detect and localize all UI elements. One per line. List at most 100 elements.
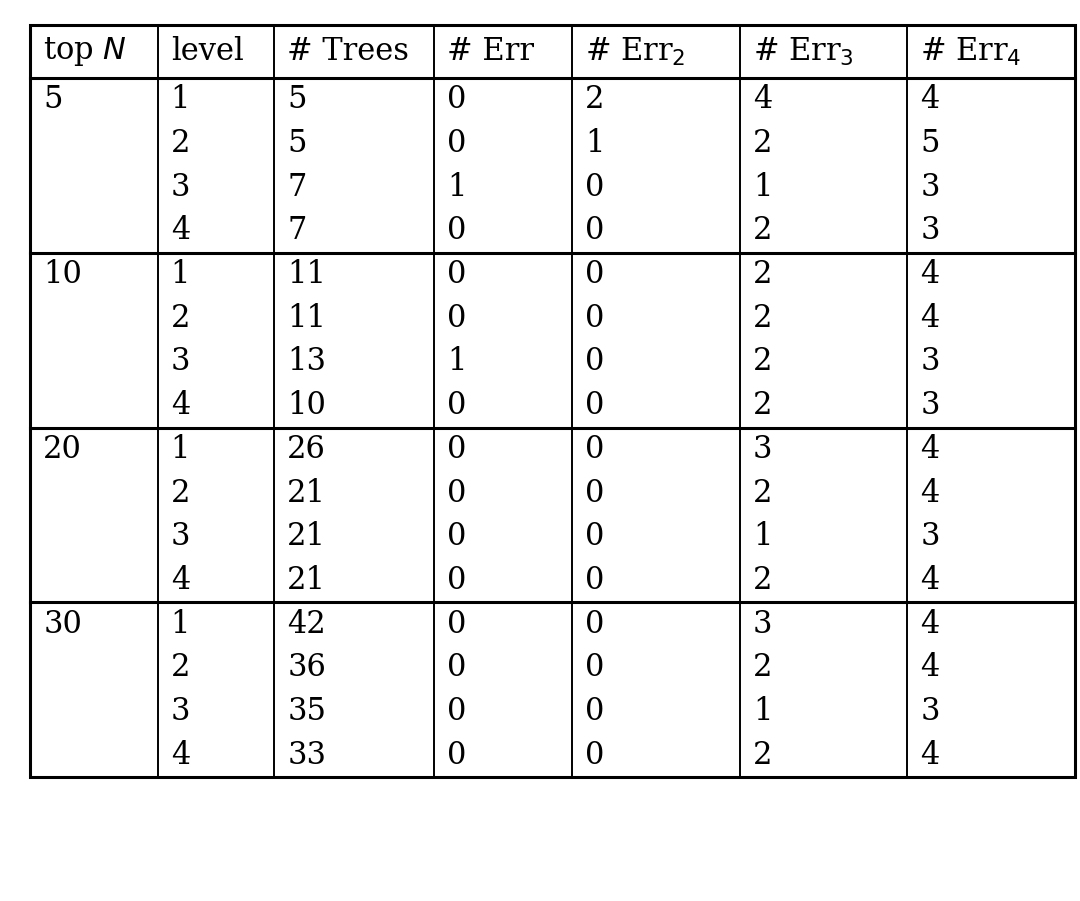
Text: 2: 2 bbox=[753, 652, 772, 683]
Text: level: level bbox=[171, 36, 243, 67]
Text: # Trees: # Trees bbox=[287, 36, 409, 67]
Text: 20: 20 bbox=[43, 434, 82, 465]
Text: 2: 2 bbox=[753, 128, 772, 159]
Text: 2: 2 bbox=[171, 128, 190, 159]
Text: 4: 4 bbox=[171, 215, 190, 246]
Text: 10: 10 bbox=[43, 259, 82, 290]
Text: 0: 0 bbox=[585, 259, 605, 290]
Text: 7: 7 bbox=[287, 215, 307, 246]
Text: 1: 1 bbox=[171, 434, 190, 465]
Text: # Err$_{2}$: # Err$_{2}$ bbox=[585, 35, 686, 68]
Text: 3: 3 bbox=[920, 522, 940, 552]
Text: 4: 4 bbox=[753, 85, 772, 115]
Text: 0: 0 bbox=[447, 215, 467, 246]
Text: # Err$_{3}$: # Err$_{3}$ bbox=[753, 35, 853, 68]
Text: 3: 3 bbox=[753, 434, 772, 465]
Text: 26: 26 bbox=[287, 434, 326, 465]
Text: 0: 0 bbox=[585, 478, 605, 508]
Text: 4: 4 bbox=[920, 609, 940, 640]
Text: 4: 4 bbox=[920, 652, 940, 683]
Text: 4: 4 bbox=[171, 390, 190, 421]
Text: 2: 2 bbox=[753, 740, 772, 770]
Text: 0: 0 bbox=[585, 390, 605, 421]
Text: 5: 5 bbox=[43, 85, 63, 115]
Text: 2: 2 bbox=[753, 303, 772, 333]
Bar bbox=[30, 25, 1075, 777]
Text: 7: 7 bbox=[287, 172, 307, 203]
Text: 0: 0 bbox=[585, 522, 605, 552]
Text: 1: 1 bbox=[447, 347, 467, 378]
Text: 2: 2 bbox=[753, 478, 772, 508]
Text: 3: 3 bbox=[753, 609, 772, 640]
Text: 4: 4 bbox=[171, 565, 190, 596]
Text: 0: 0 bbox=[447, 128, 467, 159]
Text: 3: 3 bbox=[171, 172, 190, 203]
Text: top $\mathit{N}$: top $\mathit{N}$ bbox=[43, 35, 127, 68]
Text: 4: 4 bbox=[171, 740, 190, 770]
Text: 0: 0 bbox=[447, 434, 467, 465]
Text: 13: 13 bbox=[287, 347, 326, 378]
Text: 10: 10 bbox=[287, 390, 326, 421]
Text: 0: 0 bbox=[447, 609, 467, 640]
Text: 5: 5 bbox=[920, 128, 940, 159]
Text: 11: 11 bbox=[287, 259, 326, 290]
Text: 3: 3 bbox=[920, 347, 940, 378]
Text: 2: 2 bbox=[753, 565, 772, 596]
Text: 1: 1 bbox=[171, 609, 190, 640]
Text: 3: 3 bbox=[920, 696, 940, 727]
Text: 3: 3 bbox=[171, 522, 190, 552]
Text: 0: 0 bbox=[585, 652, 605, 683]
Text: 1: 1 bbox=[753, 522, 772, 552]
Text: 0: 0 bbox=[447, 522, 467, 552]
Text: 2: 2 bbox=[171, 652, 190, 683]
Text: 3: 3 bbox=[920, 172, 940, 203]
Text: 0: 0 bbox=[585, 215, 605, 246]
Text: 0: 0 bbox=[585, 172, 605, 203]
Text: 4: 4 bbox=[920, 565, 940, 596]
Text: 4: 4 bbox=[920, 85, 940, 115]
Text: 3: 3 bbox=[920, 215, 940, 246]
Text: 0: 0 bbox=[585, 434, 605, 465]
Text: 4: 4 bbox=[920, 740, 940, 770]
Text: 2: 2 bbox=[753, 259, 772, 290]
Text: 42: 42 bbox=[287, 609, 326, 640]
Text: 4: 4 bbox=[920, 259, 940, 290]
Text: 3: 3 bbox=[171, 696, 190, 727]
Text: 4: 4 bbox=[920, 434, 940, 465]
Text: 0: 0 bbox=[585, 740, 605, 770]
Text: 0: 0 bbox=[585, 609, 605, 640]
Text: 2: 2 bbox=[171, 478, 190, 508]
Text: 2: 2 bbox=[585, 85, 605, 115]
Text: 1: 1 bbox=[753, 172, 772, 203]
Text: 3: 3 bbox=[171, 347, 190, 378]
Text: 0: 0 bbox=[585, 347, 605, 378]
Text: 36: 36 bbox=[287, 652, 326, 683]
Text: 21: 21 bbox=[287, 478, 326, 508]
Text: 1: 1 bbox=[753, 696, 772, 727]
Text: 4: 4 bbox=[920, 478, 940, 508]
Text: 0: 0 bbox=[585, 303, 605, 333]
Text: 1: 1 bbox=[585, 128, 605, 159]
Text: 35: 35 bbox=[287, 696, 326, 727]
Text: # Err$_{4}$: # Err$_{4}$ bbox=[920, 35, 1022, 68]
Text: 0: 0 bbox=[447, 696, 467, 727]
Text: 1: 1 bbox=[171, 85, 190, 115]
Text: 0: 0 bbox=[447, 478, 467, 508]
Text: 4: 4 bbox=[920, 303, 940, 333]
Text: 0: 0 bbox=[447, 259, 467, 290]
Text: 11: 11 bbox=[287, 303, 326, 333]
Text: 0: 0 bbox=[585, 696, 605, 727]
Text: 0: 0 bbox=[447, 303, 467, 333]
Text: 21: 21 bbox=[287, 565, 326, 596]
Text: 2: 2 bbox=[753, 390, 772, 421]
Text: 0: 0 bbox=[447, 740, 467, 770]
Text: 0: 0 bbox=[447, 390, 467, 421]
Text: 0: 0 bbox=[447, 652, 467, 683]
Text: 2: 2 bbox=[753, 215, 772, 246]
Text: 0: 0 bbox=[585, 565, 605, 596]
Text: 33: 33 bbox=[287, 740, 326, 770]
Text: 0: 0 bbox=[447, 85, 467, 115]
Text: # Err: # Err bbox=[447, 36, 535, 67]
Text: 0: 0 bbox=[447, 565, 467, 596]
Text: 3: 3 bbox=[920, 390, 940, 421]
